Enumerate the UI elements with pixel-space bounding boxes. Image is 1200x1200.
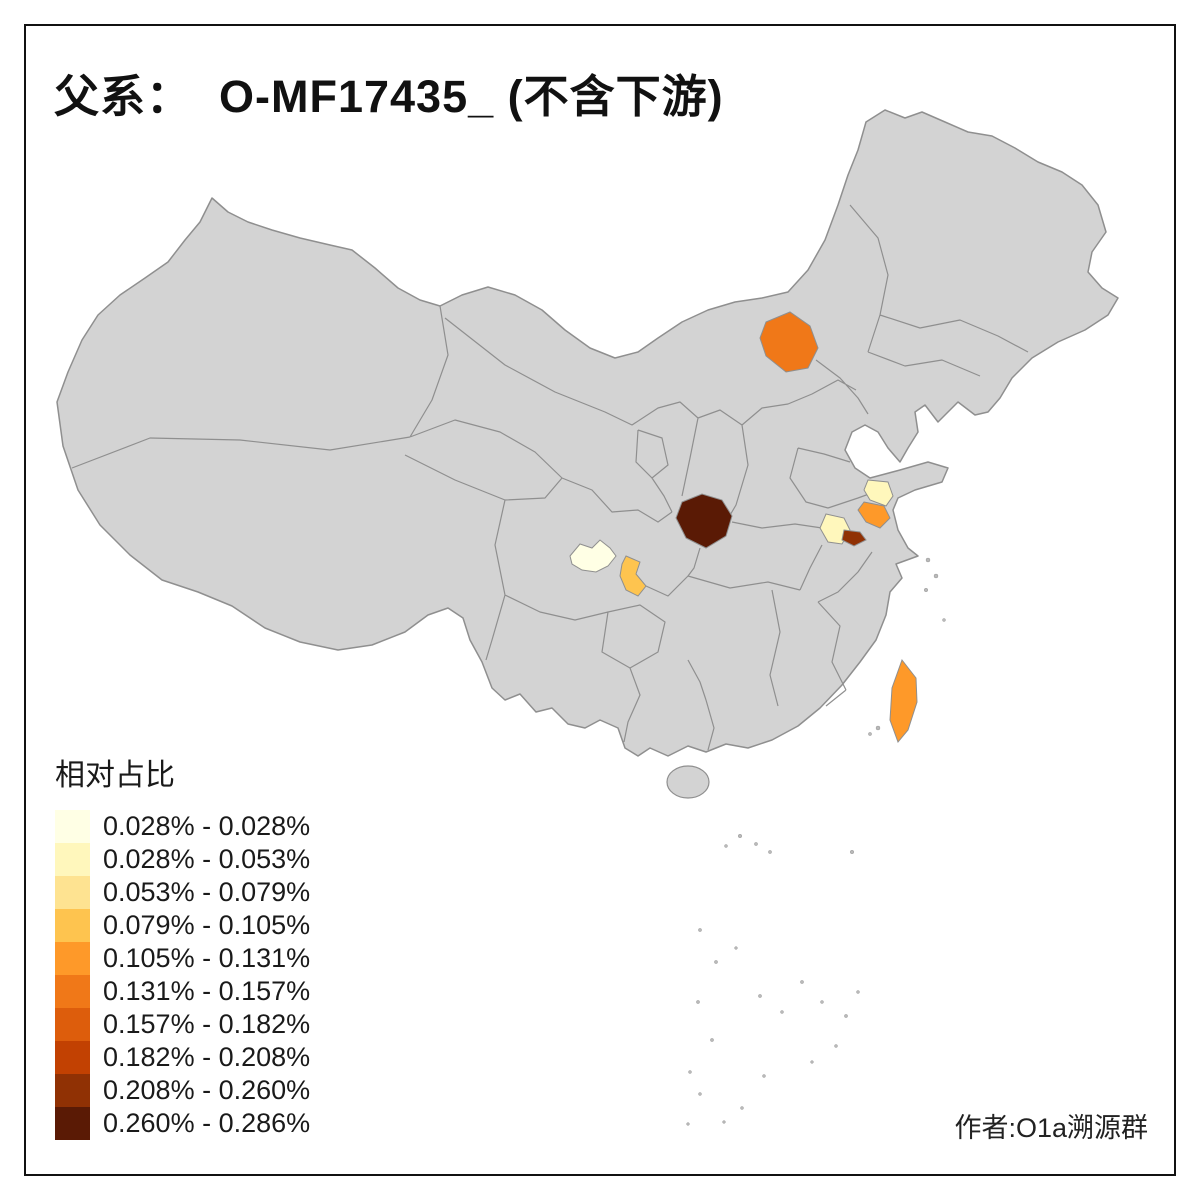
legend-label: 0.053% - 0.079% [103,877,311,907]
legend-item: 0.182% - 0.208% [55,1041,310,1074]
province-borders [71,204,1029,751]
author-credit: 作者:O1a溯源群 [954,1113,1148,1143]
legend: 相对占比 0.028% - 0.028% 0.028% - 0.053% 0.0… [55,750,310,1140]
region-taiwan [889,658,918,743]
legend-item: 0.208% - 0.260% [55,1074,310,1107]
hainan-island [666,765,710,799]
legend-swatch [55,1074,90,1107]
legend-swatch [55,909,90,942]
legend-swatch [55,1107,90,1140]
legend-title: 相对占比 [55,759,175,792]
region-beijing [759,311,819,373]
legend-item: 0.028% - 0.028% [55,810,310,843]
legend-label: 0.260% - 0.286% [103,1108,311,1138]
legend-swatch [55,810,90,843]
legend-label: 0.182% - 0.208% [103,1042,311,1072]
legend-label: 0.105% - 0.131% [103,943,311,973]
legend-item: 0.105% - 0.131% [55,942,310,975]
page-title: 父系： O-MF17435_ (不含下游) [54,71,724,122]
region-sichuan-east [569,539,617,573]
legend-swatch [55,1008,90,1041]
legend-item: 0.028% - 0.053% [55,843,310,876]
legend-label: 0.028% - 0.028% [103,811,311,841]
region-jiangsu-central [857,501,891,529]
mainland-china-shape [56,109,1119,757]
legend-swatch [55,843,90,876]
legend-item: 0.260% - 0.286% [55,1107,310,1140]
legend-swatch [55,876,90,909]
region-jiangsu-north [863,479,894,507]
legend-label: 0.079% - 0.105% [103,910,311,940]
legend-swatch [55,975,90,1008]
legend-label: 0.131% - 0.157% [103,976,311,1006]
legend-item: 0.079% - 0.105% [55,909,310,942]
legend-label: 0.028% - 0.053% [103,844,311,874]
legend-label: 0.157% - 0.182% [103,1009,311,1039]
region-jiangsu-south [841,529,867,547]
legend-swatch [55,1041,90,1074]
legend-item: 0.157% - 0.182% [55,1008,310,1041]
legend-swatch [55,942,90,975]
legend-item: 0.131% - 0.157% [55,975,310,1008]
sea-islands [686,557,946,1126]
legend-label: 0.208% - 0.260% [103,1075,311,1105]
legend-item: 0.053% - 0.079% [55,876,310,909]
region-henan [675,493,733,549]
region-chongqing [619,555,647,597]
